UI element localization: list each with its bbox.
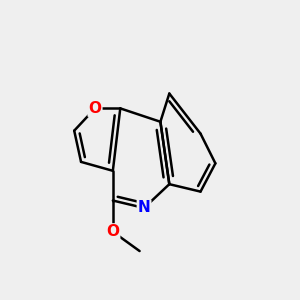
Text: O: O bbox=[88, 101, 101, 116]
Text: O: O bbox=[106, 224, 119, 239]
Text: N: N bbox=[138, 200, 150, 215]
